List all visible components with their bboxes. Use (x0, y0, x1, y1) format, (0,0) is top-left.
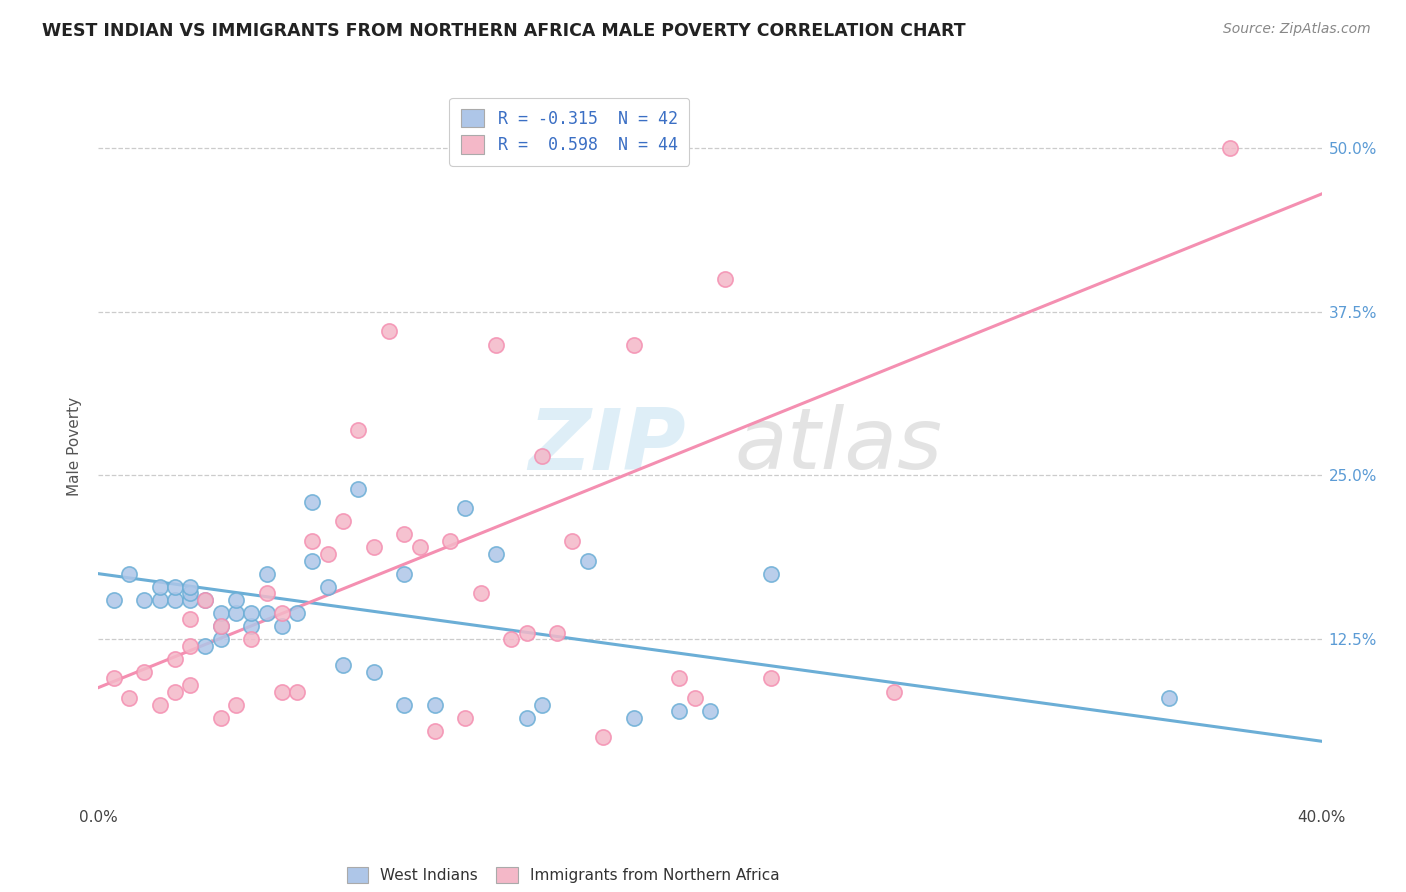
Point (225, 698, 247, 712)
Text: atlas: atlas (734, 404, 942, 488)
Point (194, 592, 217, 607)
Point (316, 547, 339, 561)
Point (332, 514, 354, 528)
Point (285, 606, 308, 620)
Point (179, 580, 201, 594)
Point (209, 711, 232, 725)
Point (256, 606, 278, 620)
Point (668, 672, 690, 686)
Point (378, 325, 401, 339)
Point (530, 449, 553, 463)
Point (209, 606, 232, 620)
Point (301, 553, 323, 567)
Point (240, 632, 263, 647)
Point (423, 723, 446, 738)
Point (423, 698, 446, 712)
Point (270, 684, 292, 698)
Point (454, 711, 477, 725)
Point (332, 658, 354, 673)
Point (270, 619, 292, 633)
Point (118, 566, 141, 581)
Point (683, 691, 706, 706)
Point (316, 580, 339, 594)
Y-axis label: Male Poverty: Male Poverty (67, 396, 83, 496)
Point (699, 704, 721, 718)
Point (501, 632, 523, 647)
Point (118, 691, 141, 706)
Point (439, 533, 461, 548)
Point (149, 580, 172, 594)
Point (392, 698, 416, 712)
Point (149, 592, 172, 607)
Point (392, 566, 416, 581)
Legend: West Indians, Immigrants from Northern Africa: West Indians, Immigrants from Northern A… (340, 861, 786, 889)
Point (301, 494, 323, 508)
Point (179, 592, 201, 607)
Point (592, 731, 614, 745)
Point (408, 541, 430, 555)
Text: Source: ZipAtlas.com: Source: ZipAtlas.com (1223, 22, 1371, 37)
Point (561, 533, 583, 548)
Point (194, 639, 217, 653)
Point (470, 586, 492, 600)
Point (363, 541, 385, 555)
Point (225, 606, 247, 620)
Point (163, 580, 186, 594)
Point (103, 672, 125, 686)
Point (179, 612, 201, 626)
Point (714, 272, 737, 286)
Point (134, 592, 156, 607)
Point (546, 625, 568, 640)
Point (179, 586, 201, 600)
Point (668, 704, 690, 718)
Point (209, 632, 232, 647)
Point (256, 566, 278, 581)
Text: WEST INDIAN VS IMMIGRANTS FROM NORTHERN AFRICA MALE POVERTY CORRELATION CHART: WEST INDIAN VS IMMIGRANTS FROM NORTHERN … (42, 22, 966, 40)
Point (134, 665, 156, 679)
Point (883, 684, 905, 698)
Point (103, 592, 125, 607)
Point (179, 639, 201, 653)
Point (194, 592, 217, 607)
Point (759, 672, 782, 686)
Point (209, 619, 232, 633)
Point (256, 586, 278, 600)
Point (240, 606, 263, 620)
Point (149, 698, 172, 712)
Point (1157, 691, 1180, 706)
Point (285, 684, 308, 698)
Point (623, 711, 645, 725)
Point (485, 547, 508, 561)
Point (209, 619, 232, 633)
Point (485, 337, 508, 351)
Point (1219, 141, 1241, 155)
Point (163, 652, 186, 666)
Point (530, 698, 553, 712)
Point (225, 592, 247, 607)
Text: ZIP: ZIP (527, 404, 686, 488)
Point (516, 625, 538, 640)
Point (163, 592, 186, 607)
Point (240, 619, 263, 633)
Point (270, 606, 292, 620)
Point (363, 665, 385, 679)
Point (623, 337, 645, 351)
Point (516, 711, 538, 725)
Point (759, 566, 782, 581)
Point (454, 501, 477, 516)
Point (576, 553, 599, 567)
Point (347, 482, 370, 496)
Point (179, 678, 201, 692)
Point (301, 533, 323, 548)
Point (392, 527, 416, 541)
Point (347, 423, 370, 437)
Point (163, 684, 186, 698)
